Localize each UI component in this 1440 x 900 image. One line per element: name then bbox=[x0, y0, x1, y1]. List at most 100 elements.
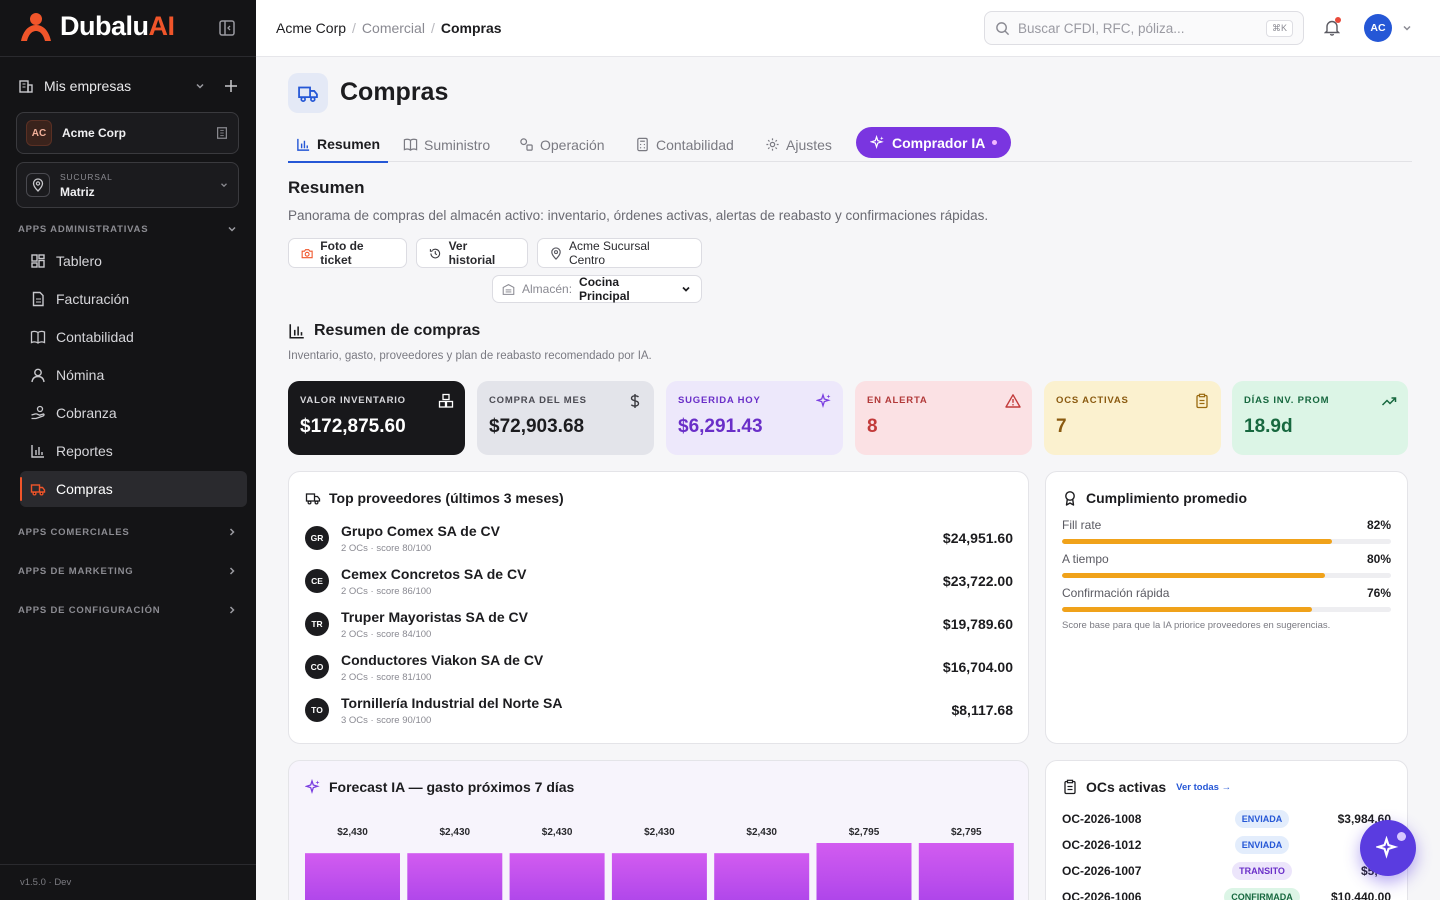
panel-title-text: Forecast IA — gasto próximos 7 días bbox=[329, 779, 575, 795]
sidebar-item-reportes[interactable]: Reportes bbox=[20, 433, 247, 469]
section-apps-comerciales[interactable]: APPS COMERCIALES bbox=[18, 526, 238, 538]
book-icon bbox=[403, 138, 418, 151]
notifications-button[interactable] bbox=[1324, 17, 1341, 36]
bell-icon bbox=[1324, 20, 1340, 36]
sidebar-item-label: Tablero bbox=[56, 253, 102, 269]
chevron-down-icon[interactable] bbox=[194, 80, 206, 92]
foto-ticket-button[interactable]: Foto de ticket bbox=[288, 238, 407, 268]
panel-title-text: Top proveedores (últimos 3 meses) bbox=[329, 490, 564, 506]
forecast-bar-label: $2,430 bbox=[440, 827, 471, 838]
sucursal-filter-button[interactable]: Acme Sucursal Centro bbox=[537, 238, 702, 268]
table-row[interactable]: OC-2026-1008 ENVIADA $3,984.60 bbox=[1062, 809, 1391, 829]
forecast-bar[interactable] bbox=[816, 843, 912, 900]
tab-comprador-ia[interactable]: Comprador IA bbox=[856, 127, 1012, 158]
kpi-dias-inv-prom[interactable]: DÍAS INV. PROM 18.9d bbox=[1232, 381, 1408, 455]
list-item[interactable]: GR Grupo Comex SA de CV 2 OCs · score 80/… bbox=[305, 518, 1013, 558]
tab-label: Operación bbox=[540, 136, 605, 153]
sidebar-item-facturacion[interactable]: Facturación bbox=[20, 281, 247, 317]
status-badge: ENVIADA bbox=[1234, 810, 1290, 828]
history-icon bbox=[429, 248, 441, 258]
status-badge: TRANSITO bbox=[1232, 862, 1292, 880]
list-item[interactable]: CE Cemex Concretos SA de CV 2 OCs · score… bbox=[305, 561, 1013, 601]
forecast-bar-label: $2,430 bbox=[644, 827, 675, 838]
chevron-down-icon bbox=[682, 286, 690, 292]
metric-track bbox=[1062, 539, 1391, 544]
section-apps-configuracion[interactable]: APPS DE CONFIGURACIÓN bbox=[18, 604, 238, 616]
hand-coins-icon bbox=[31, 405, 45, 420]
tab-ajustes[interactable]: Ajustes bbox=[757, 127, 840, 162]
clipboard-icon bbox=[1196, 393, 1208, 409]
tab-resumen[interactable]: Resumen bbox=[288, 127, 389, 163]
button-label: Foto de ticket bbox=[320, 239, 364, 267]
breadcrumb-item[interactable]: Comercial bbox=[361, 20, 425, 36]
kpi-sugerida-hoy[interactable]: SUGERIDA HOY $6,291.43 bbox=[666, 381, 843, 455]
forecast-bar[interactable] bbox=[611, 853, 707, 900]
ai-indicator-dot bbox=[1397, 832, 1406, 841]
supplier-amount: $24,951.60 bbox=[942, 530, 1013, 546]
supplier-avatar: CE bbox=[305, 569, 329, 593]
sparkles-icon bbox=[816, 393, 831, 408]
forecast-bar[interactable] bbox=[305, 853, 400, 900]
company-name: Acme Corp bbox=[62, 126, 127, 140]
list-item[interactable]: CO Conductores Viakon SA de CV 2 OCs · sc… bbox=[305, 647, 1013, 687]
sidebar-item-contabilidad[interactable]: Contabilidad bbox=[20, 319, 247, 355]
company-selector[interactable]: AC Acme Corp bbox=[16, 112, 239, 154]
sidebar-item-tablero[interactable]: Tablero bbox=[20, 243, 247, 279]
table-row[interactable]: OC-2026-1006 CONFIRMADA $10,440.00 bbox=[1062, 887, 1391, 900]
button-label: Acme Sucursal Centro bbox=[569, 239, 650, 267]
supplier-name: Grupo Comex SA de CV bbox=[341, 522, 500, 539]
search-box[interactable]: ⌘K bbox=[984, 11, 1304, 45]
metric-bar bbox=[1062, 539, 1332, 544]
ver-todas-link[interactable]: Ver todas → bbox=[1176, 781, 1232, 793]
kpi-compra-del-mes[interactable]: COMPRA DEL MES $72,903.68 bbox=[477, 381, 654, 455]
metric-label: Fill rate bbox=[1062, 518, 1102, 532]
section-apps-marketing[interactable]: APPS DE MARKETING bbox=[18, 565, 238, 577]
forecast-bar[interactable] bbox=[509, 853, 605, 900]
tab-operacion[interactable]: Operación bbox=[511, 127, 613, 162]
forecast-bar[interactable] bbox=[407, 853, 503, 900]
almacen-select[interactable]: Almacén: Cocina Principal bbox=[492, 275, 702, 303]
sidebar-item-compras[interactable]: Compras bbox=[20, 471, 247, 507]
sidebar-collapse-icon[interactable] bbox=[218, 19, 236, 37]
sidebar-item-nomina[interactable]: Nómina bbox=[20, 357, 247, 393]
chevron-down-icon[interactable] bbox=[1401, 22, 1413, 34]
ver-historial-button[interactable]: Ver historial bbox=[416, 238, 528, 268]
forecast-bar[interactable] bbox=[714, 853, 810, 900]
sparkles-icon bbox=[870, 135, 884, 150]
tab-suministro[interactable]: Suministro bbox=[395, 127, 498, 162]
breadcrumb-item[interactable]: Acme Corp bbox=[276, 20, 347, 36]
supplier-amount: $8,117.68 bbox=[951, 702, 1013, 718]
user-avatar[interactable]: AC bbox=[1364, 14, 1392, 42]
sidebar-item-label: Reportes bbox=[56, 443, 113, 459]
search-icon bbox=[996, 21, 1010, 35]
forecast-bar-label: $2,430 bbox=[746, 827, 777, 838]
section-apps-administrativas[interactable]: APPS ADMINISTRATIVAS bbox=[18, 223, 238, 235]
topbar: Acme Corp / Comercial / Compras ⌘K AC bbox=[256, 0, 1440, 57]
supplier-avatar: TR bbox=[305, 612, 329, 636]
ai-assistant-button[interactable] bbox=[1360, 820, 1416, 876]
search-input[interactable] bbox=[1018, 20, 1266, 36]
add-company-icon[interactable] bbox=[224, 79, 238, 93]
sidebar-item-cobranza[interactable]: Cobranza bbox=[20, 395, 247, 431]
kpi-en-alerta[interactable]: EN ALERTA 8 bbox=[855, 381, 1032, 455]
list-item[interactable]: TO Tornillería Industrial del Norte SA 3 … bbox=[305, 690, 1013, 730]
app-logo[interactable]: DubaluAI bbox=[18, 11, 175, 42]
kpi-ocs-activas[interactable]: OCS ACTIVAS 7 bbox=[1044, 381, 1221, 455]
sidebar-item-label: Contabilidad bbox=[56, 329, 134, 345]
mis-empresas-toggle[interactable]: Mis empresas bbox=[18, 76, 238, 96]
tab-label: Resumen bbox=[317, 136, 381, 152]
forecast-bar[interactable] bbox=[918, 843, 1014, 900]
section-label: APPS DE CONFIGURACIÓN bbox=[18, 604, 161, 616]
list-item[interactable]: TR Truper Mayoristas SA de CV 2 OCs · sco… bbox=[305, 604, 1013, 644]
building-icon bbox=[217, 127, 227, 139]
table-row[interactable]: OC-2026-1007 TRANSITO $5,01 bbox=[1062, 861, 1391, 881]
tab-contabilidad[interactable]: Contabilidad bbox=[627, 127, 742, 162]
kpi-valor-inventario[interactable]: VALOR INVENTARIO $172,875.60 bbox=[288, 381, 465, 455]
bar-chart-icon bbox=[31, 445, 44, 458]
supplier-avatar: TO bbox=[305, 698, 329, 722]
supplier-name: Conductores Viakon SA de CV bbox=[341, 651, 544, 668]
oc-id: OC-2026-1007 bbox=[1062, 864, 1142, 878]
sucursal-selector[interactable]: SUCURSAL Matriz bbox=[16, 162, 239, 208]
tab-indicator-dot bbox=[992, 140, 998, 145]
table-row[interactable]: OC-2026-1012 ENVIADA $7,3 bbox=[1062, 835, 1391, 855]
